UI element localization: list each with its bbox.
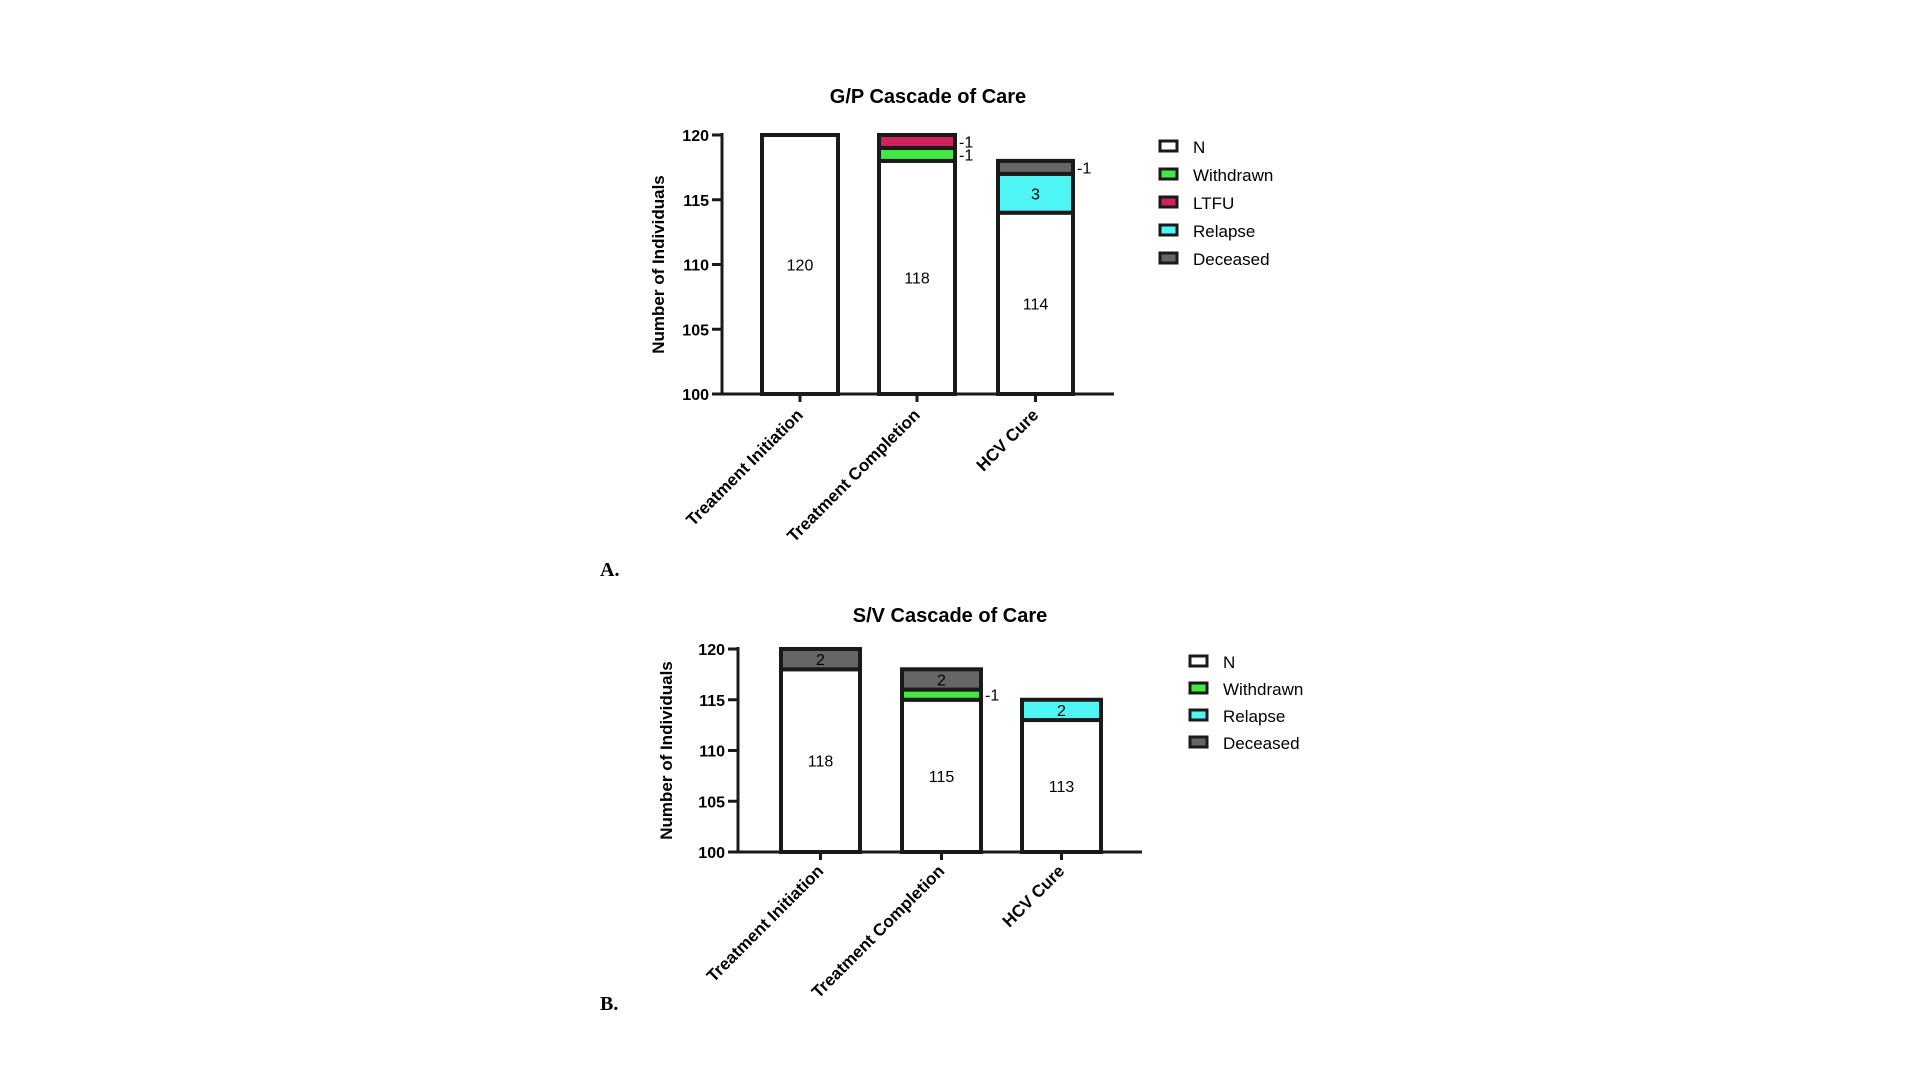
y-tick-label: 115 — [683, 193, 709, 210]
data-label: 118 — [808, 754, 834, 771]
data-label: 2 — [937, 672, 946, 689]
y-tick-label: 100 — [698, 845, 725, 862]
y-tick-label: 120 — [698, 642, 725, 659]
data-label: -1 — [959, 134, 973, 151]
data-label: 118 — [904, 270, 930, 287]
x-tick-label: Treatment Initiation — [703, 861, 827, 985]
data-label: -1 — [959, 147, 973, 164]
bar-segment-n — [760, 133, 840, 396]
legend-swatch-relapse — [1158, 223, 1179, 237]
y-tick-label: 105 — [698, 794, 725, 811]
panel-label: A. — [600, 559, 619, 581]
legend-label: Relapse — [1223, 707, 1285, 726]
legend-label: Withdrawn — [1193, 166, 1273, 185]
y-axis-label: Number of Individuals — [649, 175, 668, 354]
chart-title: G/P Cascade of Care — [830, 86, 1026, 108]
legend-swatch-ltfu — [1158, 195, 1179, 209]
legend-swatch-deceased — [1158, 251, 1179, 265]
data-label: 2 — [1057, 703, 1066, 720]
x-tick-label: Treatment Initiation — [683, 405, 807, 529]
legend-label: Withdrawn — [1223, 680, 1303, 699]
legend-label: Relapse — [1193, 222, 1255, 241]
y-tick-label: 110 — [683, 258, 709, 275]
legend-label: LTFU — [1193, 194, 1234, 213]
bar-segment-n — [877, 158, 957, 396]
y-tick-label: 120 — [682, 128, 709, 145]
bar-segment-n — [1020, 718, 1103, 854]
legend-swatch-withdrawn — [1188, 681, 1209, 695]
x-tick-label: Treatment Completion — [783, 405, 923, 545]
x-tick-label: Treatment Completion — [808, 861, 948, 1001]
legend-swatch-relapse — [1188, 708, 1209, 722]
data-label: 120 — [787, 258, 814, 275]
legend-swatch-deceased — [1188, 735, 1209, 749]
data-label: -1 — [1077, 160, 1091, 177]
bar-segment-relapse — [1020, 697, 1103, 723]
data-label: 115 — [929, 769, 955, 786]
bar-segment-n — [996, 210, 1075, 396]
chart-title: S/V Cascade of Care — [853, 605, 1048, 627]
data-label: 114 — [1023, 296, 1049, 313]
bar-segment-ltfu — [877, 133, 957, 150]
bar-segment-n — [779, 667, 862, 854]
x-tick-label: HCV Cure — [973, 405, 1043, 475]
data-label: 3 — [1031, 186, 1040, 203]
bar-segment-deceased — [900, 667, 983, 692]
legend-label: Deceased — [1223, 734, 1300, 753]
legend-swatch-n — [1158, 139, 1179, 153]
x-tick-label: HCV Cure — [999, 861, 1069, 931]
chart-a: G/P Cascade of Care A. Number of Individua… — [600, 86, 1273, 581]
data-label: -1 — [985, 688, 999, 705]
legend-label: N — [1193, 138, 1205, 157]
data-label: 113 — [1049, 779, 1075, 796]
y-axis-label: Number of Individuals — [657, 661, 676, 840]
bar-segment-deceased — [996, 158, 1075, 176]
panel-label: B. — [600, 993, 618, 1015]
y-tick-label: 115 — [699, 693, 725, 710]
data-label: 2 — [816, 652, 825, 669]
legend-swatch-withdrawn — [1158, 167, 1179, 181]
legend-label: N — [1223, 653, 1235, 672]
y-tick-label: 110 — [699, 744, 725, 761]
y-tick-label: 100 — [682, 387, 709, 404]
legend-swatch-n — [1188, 654, 1209, 668]
bar-segment-deceased — [779, 647, 862, 672]
legend-label: Deceased — [1193, 250, 1270, 269]
y-tick-label: 105 — [682, 322, 709, 339]
bar-segment-relapse — [996, 171, 1075, 215]
chart-b: S/V Cascade of Care B. Number of Individua… — [600, 605, 1303, 1015]
